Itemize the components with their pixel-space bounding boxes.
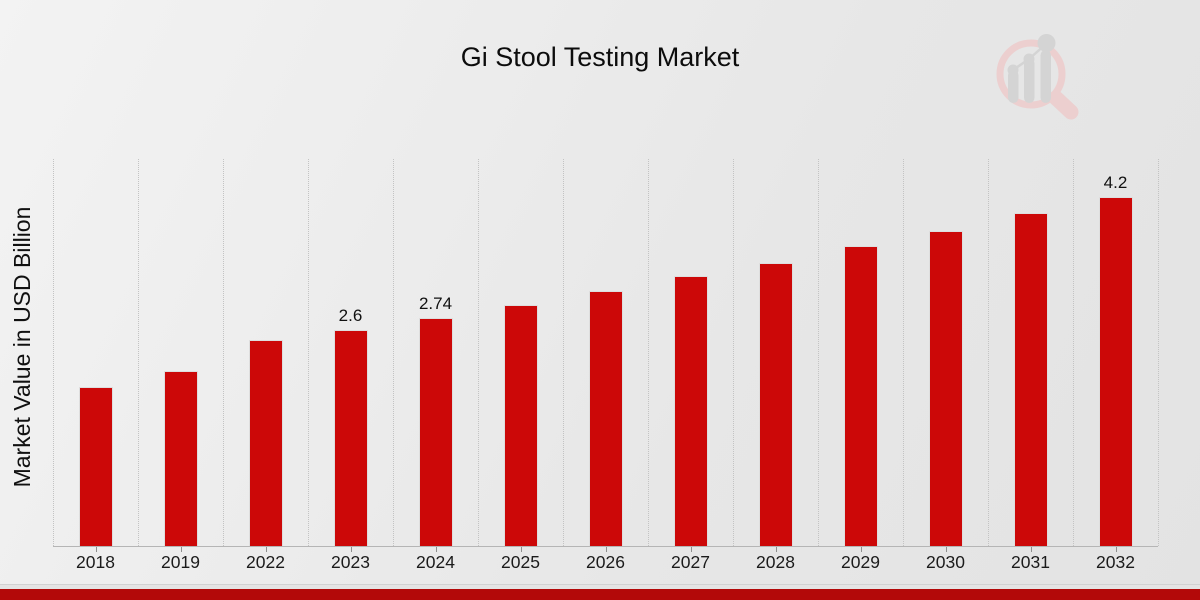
x-axis-tick [95, 547, 97, 552]
x-axis-tick [180, 547, 182, 552]
magnifier-bar-chart-logo-icon [996, 34, 1079, 120]
x-axis-label: 2028 [756, 552, 795, 572]
x-axis-label: 2025 [501, 552, 540, 572]
bar [758, 263, 793, 546]
x-axis-label: 2019 [161, 552, 200, 572]
plot-gridline [648, 159, 649, 546]
plot-gridline [138, 159, 139, 546]
footer-separator [0, 584, 1200, 589]
x-axis-tick [265, 547, 267, 552]
x-axis-tick [775, 547, 777, 552]
bar [78, 387, 113, 546]
bar [248, 339, 283, 546]
bar [418, 318, 453, 546]
x-axis-label: 2018 [76, 552, 115, 572]
plot-gridline [903, 159, 904, 546]
y-axis-label: Market Value in USD Billion [9, 206, 35, 488]
plot-gridline [1158, 159, 1159, 546]
bar [1098, 196, 1133, 546]
chart-title: Gi Stool Testing Market [460, 42, 740, 72]
x-axis-tick [945, 547, 947, 552]
x-axis-tick [860, 547, 862, 552]
x-axis-tick [1115, 547, 1117, 552]
plot-gridline [308, 159, 309, 546]
x-axis-tick [435, 547, 437, 552]
plot-gridline [1073, 159, 1074, 546]
bar [503, 304, 538, 546]
x-axis-label: 2032 [1096, 552, 1135, 572]
plot-area: 2018 2019 2022 2023 2.6 2024 2.74 2025 2026 2027 2… [53, 159, 1159, 572]
x-axis-tick [690, 547, 692, 552]
bar [163, 371, 198, 546]
x-axis-label: 2027 [671, 552, 710, 572]
bar [333, 329, 368, 546]
bar [588, 291, 623, 546]
x-axis-label: 2029 [841, 552, 880, 572]
plot-gridline [818, 159, 819, 546]
x-axis-label: 2030 [926, 552, 965, 572]
x-axis-label: 2031 [1011, 552, 1050, 572]
bar [1013, 213, 1048, 546]
x-axis-label: 2026 [586, 552, 625, 572]
bar [928, 230, 963, 546]
x-axis-tick [520, 547, 522, 552]
x-axis-tick [1030, 547, 1032, 552]
bar [673, 275, 708, 546]
plot-gridline [223, 159, 224, 546]
plot-gridline [478, 159, 479, 546]
plot-gridline [988, 159, 989, 546]
bar-value-label: 4.2 [1103, 172, 1128, 192]
plot-gridline [393, 159, 394, 546]
bar-value-label: 2.6 [338, 305, 363, 325]
x-axis-tick [605, 547, 607, 552]
plot-gridline [53, 159, 54, 546]
bar [843, 246, 878, 546]
plot-gridline [733, 159, 734, 546]
x-axis-label: 2022 [246, 552, 285, 572]
x-axis-label: 2023 [331, 552, 370, 572]
bar-value-label: 2.74 [418, 294, 453, 313]
x-axis-tick [350, 547, 352, 552]
footer-accent-bar [0, 589, 1200, 600]
x-axis-label: 2024 [416, 552, 455, 572]
plot-gridline [563, 159, 564, 546]
